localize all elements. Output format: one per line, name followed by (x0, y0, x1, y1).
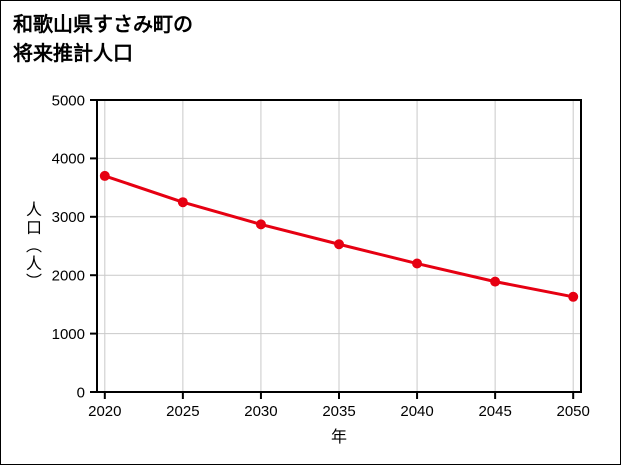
y-tick-label: 0 (77, 384, 85, 401)
chart-title-line2: 将来推計人口 (13, 43, 133, 65)
chart-title-line1: 和歌山県すさみ町の (13, 14, 193, 36)
data-point-marker (177, 197, 188, 208)
x-tick-label: 2030 (244, 403, 277, 420)
data-point-marker (568, 291, 579, 302)
x-tick-label: 2035 (322, 403, 355, 420)
y-tick-label: 1000 (52, 326, 85, 343)
x-tick-label: 2045 (478, 403, 511, 420)
data-point-marker (255, 219, 266, 230)
x-tick-label: 2050 (557, 403, 590, 420)
y-tick-label: 4000 (52, 151, 85, 168)
y-tick-label: 3000 (52, 209, 85, 226)
x-axis-label: 年 (330, 429, 347, 446)
y-tick-label: 5000 (52, 92, 85, 109)
x-tick-label: 2020 (88, 403, 121, 420)
data-point-marker (490, 276, 501, 287)
data-point-marker (99, 170, 110, 181)
chart-title: 和歌山県すさみ町の 将来推計人口 (13, 11, 193, 69)
y-axis-label: 人口（人） (23, 201, 40, 291)
y-axis-label-wrap: 人口（人） (19, 100, 43, 392)
y-tick-label: 2000 (52, 267, 85, 284)
x-tick-label: 2040 (400, 403, 433, 420)
data-point-marker (334, 239, 344, 250)
plot-frame (96, 99, 582, 393)
x-tick-label: 2025 (166, 403, 199, 420)
data-point-marker (412, 258, 423, 269)
